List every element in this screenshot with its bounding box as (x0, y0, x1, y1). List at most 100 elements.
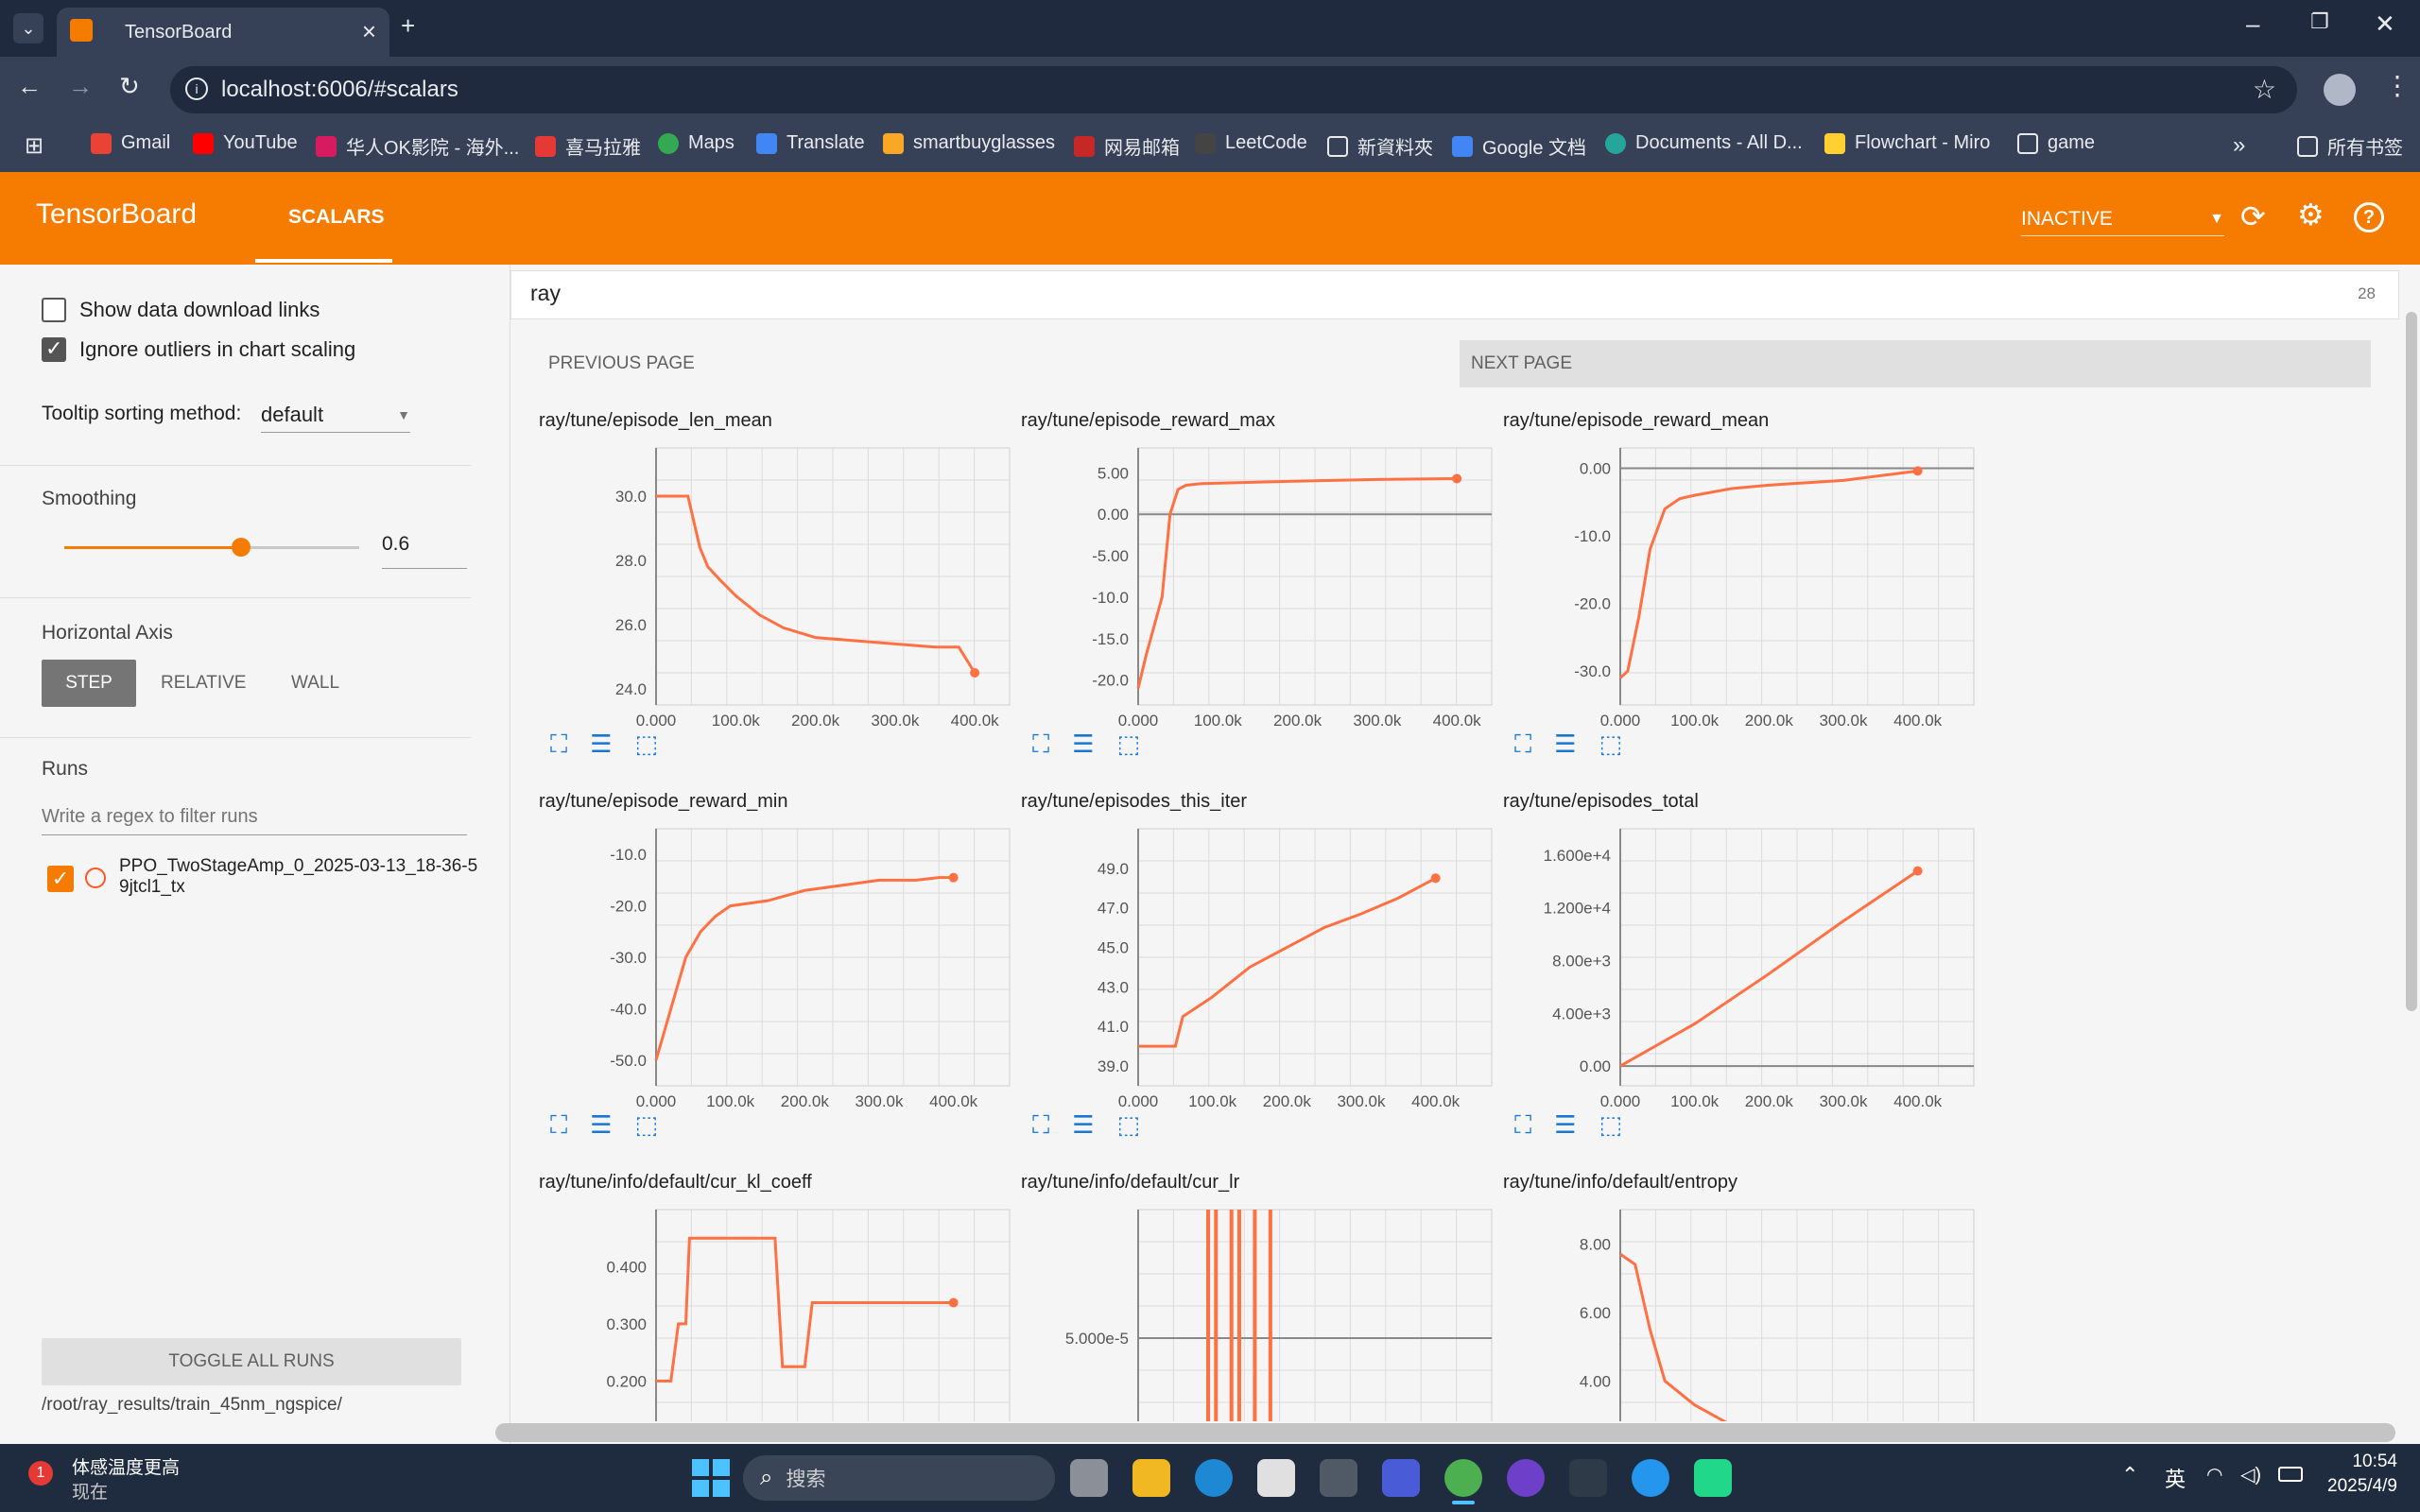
line-chart[interactable]: 30.0 28.0 26.0 24.0 0.000 100.0k 200.0k 300.0k 4… (539, 406, 1011, 728)
tab-scalars[interactable]: SCALARS (288, 206, 385, 228)
fit-domain-icon[interactable]: ⬚ (634, 730, 659, 758)
bookmark-leetcode[interactable]: LeetCode (1195, 132, 1307, 154)
toggle-log-scale-icon[interactable]: ☰ (1554, 730, 1577, 758)
bookmark-game[interactable]: game (2017, 132, 2095, 154)
next-page-button[interactable]: NEXT PAGE (1460, 340, 2371, 387)
run-color-swatch[interactable] (85, 868, 106, 888)
pycharm-icon[interactable] (1694, 1459, 1732, 1497)
reload-button[interactable]: ↻ (119, 72, 140, 100)
forward-button[interactable]: → (68, 72, 93, 100)
fullscreen-icon[interactable]: ⛶ (1514, 1110, 1532, 1139)
toggle-log-scale-icon[interactable]: ☰ (1554, 1110, 1577, 1139)
bookmarks-overflow[interactable]: » (2233, 132, 2246, 158)
terminal-icon[interactable] (1569, 1459, 1607, 1497)
ignore-outliers-option[interactable]: Ignore outliers in chart scaling (42, 337, 355, 362)
app-hex-icon[interactable] (1320, 1459, 1357, 1497)
fullscreen-icon[interactable]: ⛶ (1514, 730, 1532, 758)
bookmark-translate[interactable]: Translate (756, 132, 865, 154)
new-tab-button[interactable]: + (401, 11, 416, 40)
fullscreen-icon[interactable]: ⛶ (1032, 1110, 1050, 1139)
fit-domain-icon[interactable]: ⬚ (634, 1110, 659, 1139)
line-chart[interactable]: 49.0 47.0 45.0 43.0 41.0 39.0 0.000 100.0k 200.0… (1021, 787, 1494, 1108)
app-m-icon[interactable] (1382, 1459, 1420, 1497)
ignore-outliers-checkbox[interactable] (42, 337, 66, 362)
bookmark-gmail[interactable]: Gmail (91, 132, 170, 154)
line-chart[interactable]: 8.006.004.002.00 (1503, 1168, 1976, 1421)
tag-filter-input[interactable]: ray (530, 281, 561, 305)
all-bookmarks[interactable]: 所有书签 (2297, 132, 2403, 160)
tooltip-sorting-select[interactable]: default ▼ (261, 397, 410, 433)
toggle-log-scale-icon[interactable]: ☰ (1072, 730, 1095, 758)
restore-button[interactable]: ❐ (2310, 9, 2329, 33)
line-chart[interactable]: 1.600e+4 1.200e+4 8.00e+3 4.00e+3 0.00 0.000 1… (1503, 787, 1976, 1108)
axis-step-button[interactable]: STEP (42, 660, 136, 707)
bookmark-maps[interactable]: Maps (658, 132, 735, 154)
previous-page-button[interactable]: PREVIOUS PAGE (548, 353, 695, 373)
inactive-dashboards-select[interactable]: INACTIVE ▼ (2021, 202, 2224, 236)
battery-icon[interactable] (2278, 1467, 2303, 1482)
toggle-log-scale-icon[interactable]: ☰ (590, 1110, 613, 1139)
run-checkbox[interactable]: ✓ (47, 866, 74, 892)
apps-grid-icon[interactable]: ⊞ (25, 133, 44, 159)
bookmark-google-docs[interactable]: Google 文档 (1452, 132, 1586, 160)
bookmark-okyy[interactable]: 华人OK影院 - 海外... (316, 132, 519, 160)
show-download-links-checkbox[interactable] (42, 298, 66, 322)
windows-start-icon[interactable] (692, 1459, 730, 1497)
taskbar-search[interactable]: ⌕ 搜索 (743, 1455, 1055, 1501)
show-download-links-option[interactable]: Show data download links (42, 298, 320, 322)
reload-icon[interactable]: ⟳ (2240, 199, 2266, 233)
github-desktop-icon[interactable] (1507, 1459, 1545, 1497)
fullscreen-icon[interactable]: ⛶ (550, 1110, 568, 1139)
weather-text[interactable]: 体感温度更高 (72, 1458, 181, 1478)
fit-domain-icon[interactable]: ⬚ (1116, 730, 1141, 758)
fullscreen-icon[interactable]: ⛶ (550, 730, 568, 758)
store-icon[interactable] (1257, 1459, 1295, 1497)
line-chart[interactable]: 5.00 0.00 -5.00 -10.0 -15.0 -20.0 0.000 100.0k 2… (1021, 406, 1494, 728)
bookmark-star-icon[interactable]: ☆ (2252, 75, 2276, 104)
clock-date[interactable]: 2025/4/9 (2327, 1476, 2397, 1496)
fit-domain-icon[interactable]: ⬚ (1116, 1110, 1141, 1139)
bookmark-youtube[interactable]: YouTube (193, 132, 298, 154)
toggle-log-scale-icon[interactable]: ☰ (590, 730, 613, 758)
clock-time[interactable]: 10:54 (2352, 1452, 2397, 1471)
fit-domain-icon[interactable]: ⬚ (1599, 1110, 1623, 1139)
line-chart[interactable]: -10.0 -20.0 -30.0 -40.0 -50.0 0.000 100.0k 200.… (539, 787, 1011, 1108)
toggle-log-scale-icon[interactable]: ☰ (1072, 1110, 1095, 1139)
volume-icon[interactable]: ◁) (2240, 1465, 2262, 1486)
bookmark-folder-new[interactable]: 新資料夾 (1327, 132, 1433, 160)
wifi-icon[interactable]: ◠ (2206, 1465, 2223, 1486)
close-window-button[interactable]: ✕ (2375, 9, 2395, 38)
fullscreen-icon[interactable]: ⛶ (1032, 730, 1050, 758)
axis-relative-button[interactable]: RELATIVE (161, 673, 247, 693)
minimize-button[interactable]: – (2246, 9, 2260, 38)
file-explorer-icon[interactable] (1132, 1459, 1170, 1497)
back-button[interactable]: ← (17, 72, 42, 100)
bookmark-ximalaya[interactable]: 喜马拉雅 (535, 132, 641, 160)
smoothing-slider-track[interactable] (64, 538, 359, 557)
fit-domain-icon[interactable]: ⬚ (1599, 730, 1623, 758)
tray-chevron-icon[interactable]: ⌃ (2121, 1463, 2139, 1486)
line-chart[interactable]: 5.000e-5 (1021, 1168, 1494, 1421)
profile-avatar[interactable] (2324, 74, 2356, 106)
line-chart[interactable]: 0.00 -10.0 -20.0 -30.0 0.000 100.0k 200.0k 300.… (1503, 406, 1976, 728)
settings-gear-icon[interactable]: ⚙ (2297, 198, 2325, 232)
edge-icon[interactable] (1195, 1459, 1233, 1497)
runs-filter-input[interactable] (42, 799, 467, 835)
chrome-icon[interactable] (1444, 1459, 1482, 1497)
address-bar[interactable]: i localhost:6006/#scalars ☆ (170, 66, 2297, 113)
smoothing-slider-handle[interactable] (232, 538, 251, 557)
tab-search-button[interactable]: ⌄ (13, 13, 43, 43)
docker-icon[interactable] (1632, 1459, 1669, 1497)
bookmark-miro[interactable]: Flowchart - Miro (1824, 132, 1990, 154)
task-view-icon[interactable] (1070, 1459, 1108, 1497)
ime-indicator[interactable]: 英 (2165, 1468, 2187, 1491)
site-info-icon[interactable]: i (185, 77, 208, 100)
horizontal-scrollbar[interactable] (495, 1423, 2395, 1442)
help-icon[interactable]: ? (2354, 202, 2384, 232)
bookmark-smartbuyglasses[interactable]: smartbuyglasses (883, 132, 1055, 154)
bookmark-163mail[interactable]: 网易邮箱 (1074, 132, 1180, 160)
axis-wall-button[interactable]: WALL (291, 673, 340, 693)
smoothing-value-input[interactable]: 0.6 (382, 533, 467, 569)
bookmark-documents[interactable]: Documents - All D... (1605, 132, 1803, 154)
